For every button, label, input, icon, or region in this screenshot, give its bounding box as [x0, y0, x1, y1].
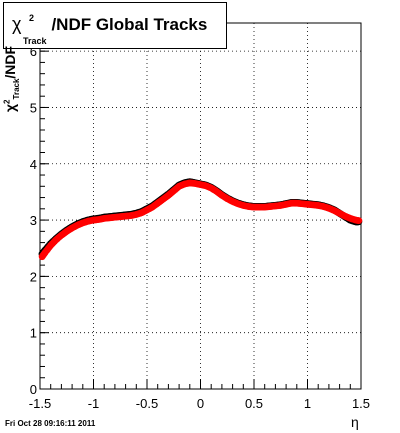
- title-sub: Track: [23, 36, 47, 46]
- ylabel-chi: χ: [2, 103, 18, 112]
- y-tick-label: 1: [30, 326, 37, 341]
- x-tick-label: -1: [88, 396, 100, 411]
- series-1: [38, 179, 363, 261]
- title-sup: 2: [29, 13, 35, 23]
- x-tick-label: 1: [304, 396, 311, 411]
- x-axis-label: η: [351, 414, 359, 430]
- y-tick-labels: 0 1 2 3 4 5 6: [30, 44, 37, 397]
- y-tick-label: 5: [30, 100, 37, 115]
- title-box: χ 2 Track/NDF Global Tracks: [3, 2, 227, 49]
- x-tick-label: 0: [197, 396, 204, 411]
- y-tick-label: 4: [30, 157, 37, 172]
- y-axis-label: χ2Track/NDF: [2, 46, 32, 112]
- axis-ticks: [39, 28, 362, 390]
- y-tick-label: 6: [30, 44, 37, 59]
- x-tick-label: 0.5: [245, 396, 263, 411]
- x-tick-label: -1.5: [29, 396, 51, 411]
- timestamp: Fri Oct 28 09:16:11 2011: [5, 419, 96, 428]
- ylabel-rest: /NDF: [2, 45, 18, 79]
- grid-lines: [40, 23, 361, 389]
- x-tick-labels: -1.5 -1 -0.5 0 0.5 1 1.5: [29, 396, 370, 411]
- data-series: [38, 178, 363, 261]
- y-tick-label: 0: [30, 382, 37, 397]
- ylabel-sub: Track: [11, 78, 21, 100]
- x-tick-label: -0.5: [136, 396, 158, 411]
- title-chi: χ: [12, 14, 22, 34]
- x-tick-label: 1.5: [352, 396, 370, 411]
- title-rest: /NDF Global Tracks: [51, 15, 208, 34]
- chart-title: χ 2 Track/NDF Global Tracks: [12, 13, 208, 46]
- y-tick-label: 2: [30, 269, 37, 284]
- ylabel-sup: 2: [2, 99, 12, 104]
- y-tick-label: 3: [30, 213, 37, 228]
- data-point: [355, 217, 363, 225]
